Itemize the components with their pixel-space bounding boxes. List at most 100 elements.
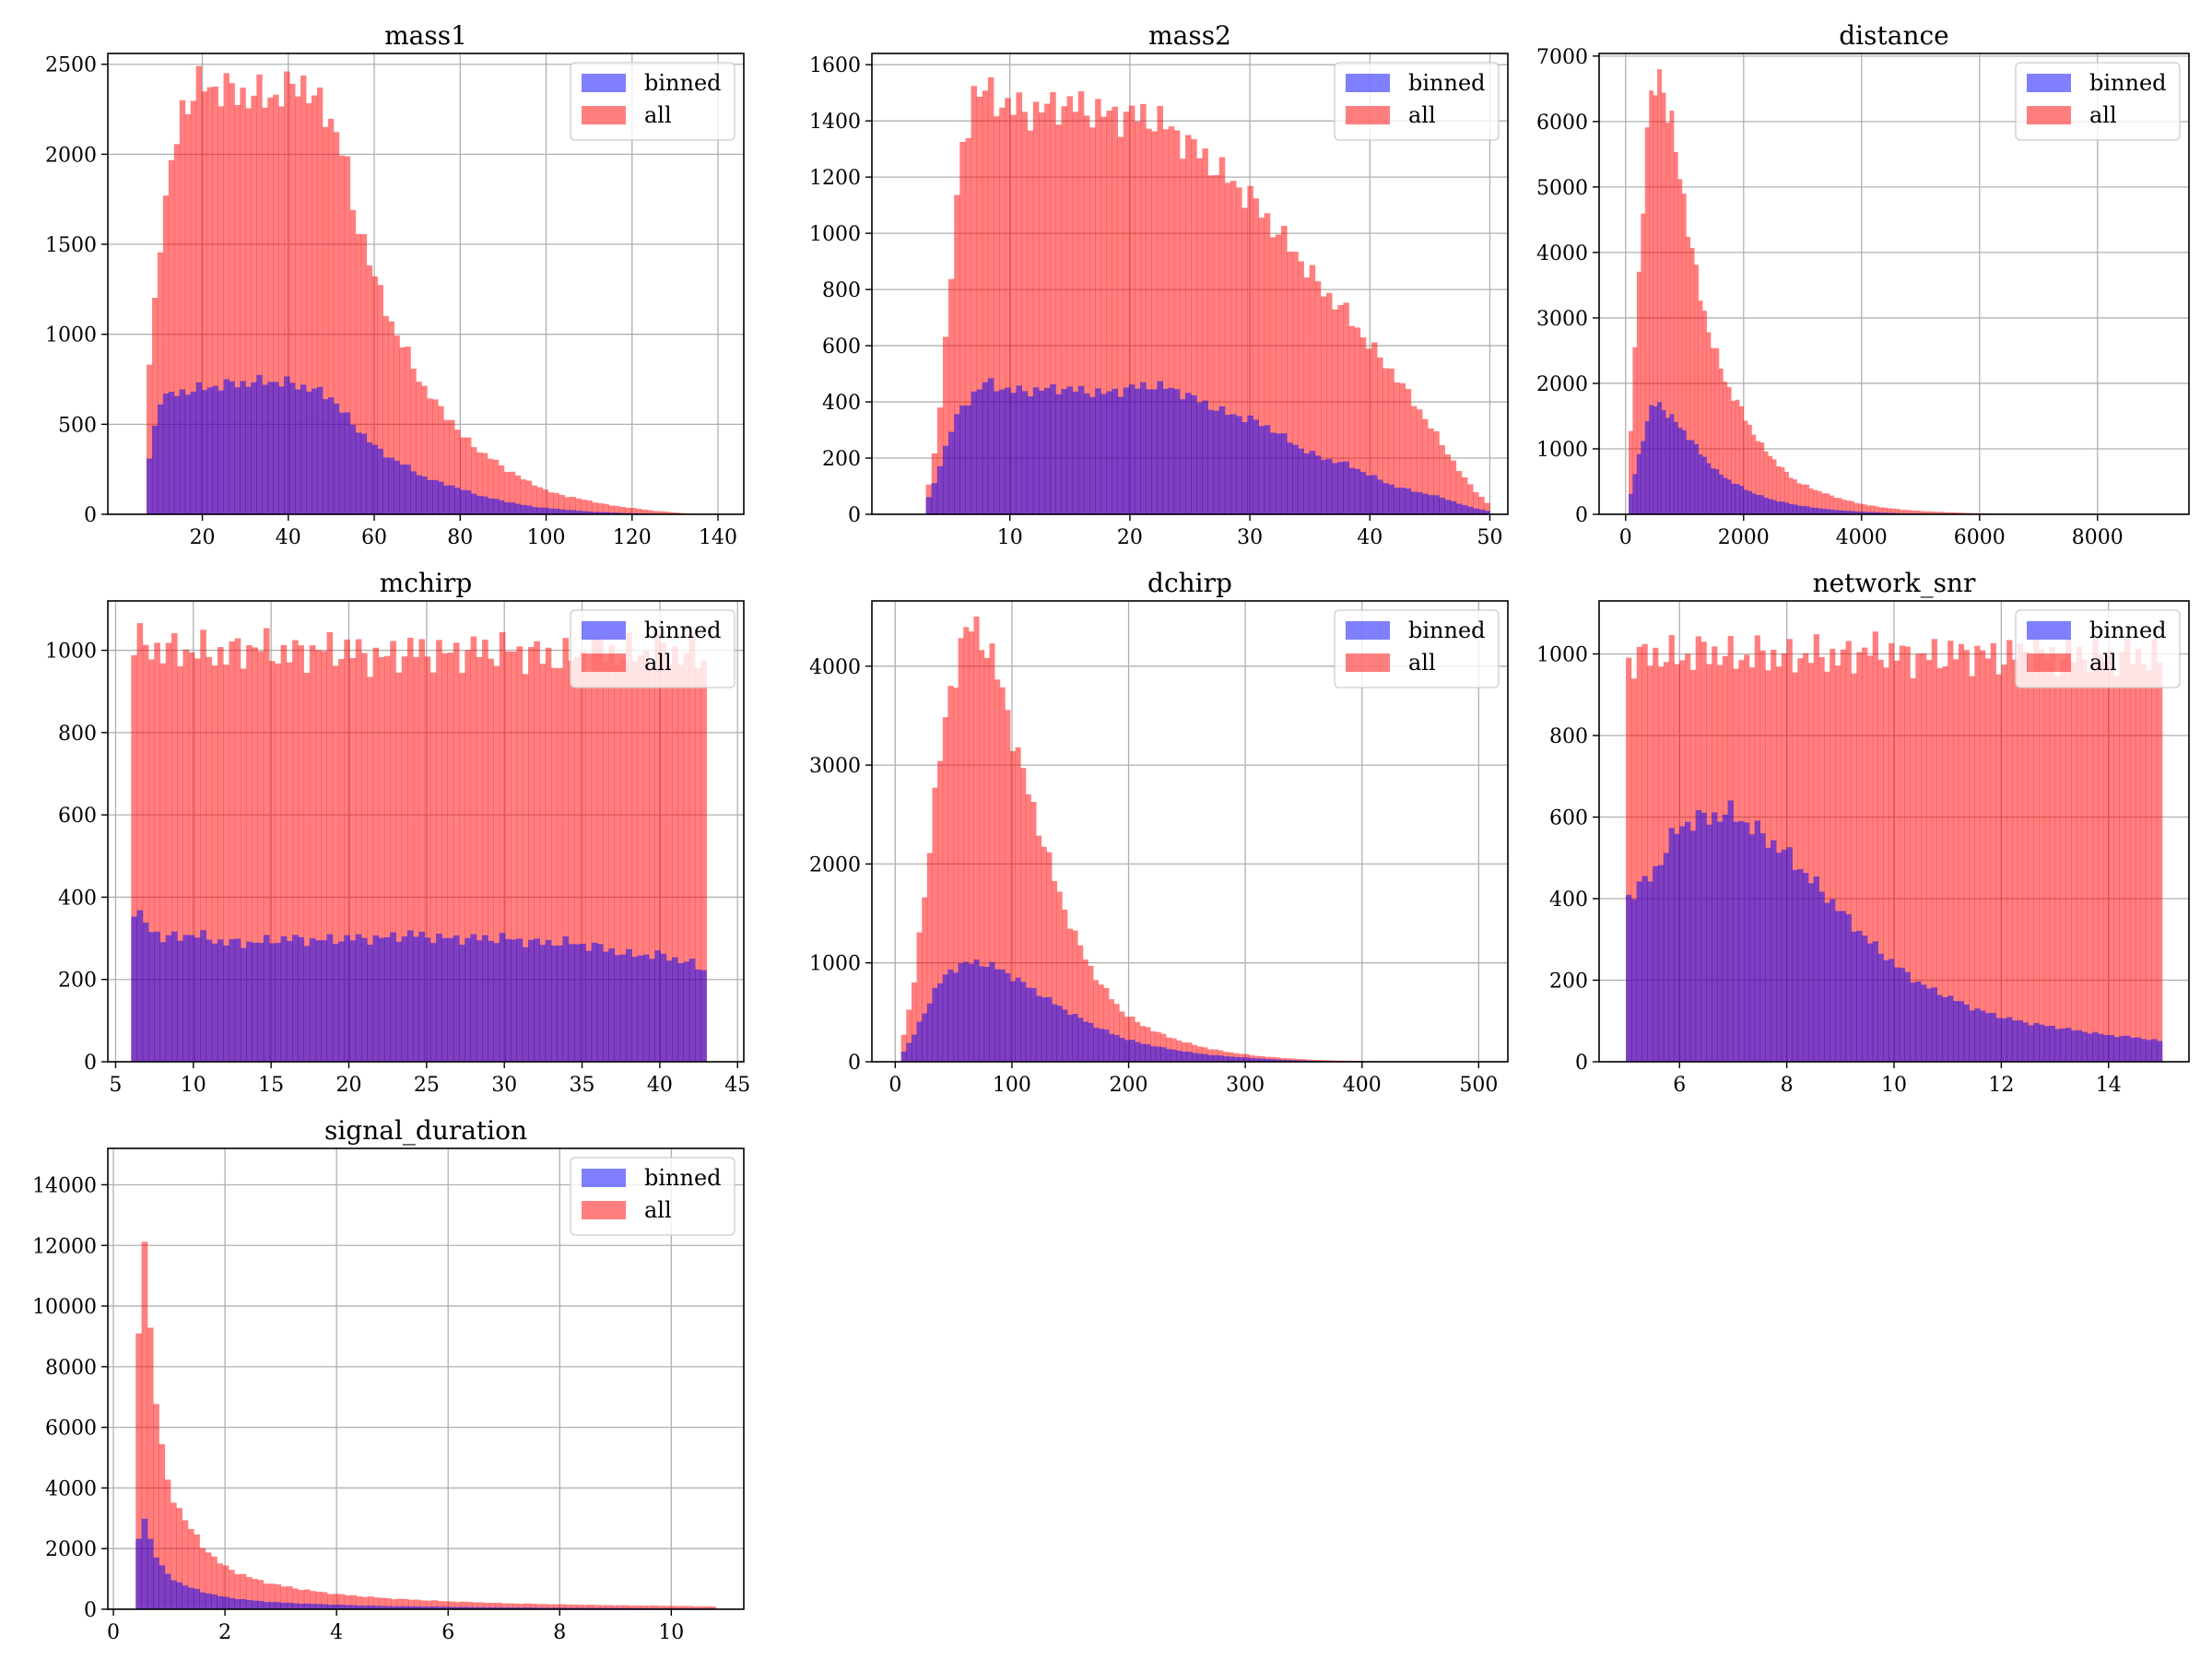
bar-all	[1723, 382, 1728, 514]
bar-all	[1348, 325, 1356, 514]
y-tick-label: 1000	[45, 641, 97, 664]
bar-binned	[471, 493, 477, 514]
bar-all	[530, 1604, 536, 1609]
bar-all	[1253, 198, 1259, 514]
bar-all	[349, 209, 357, 514]
bar-binned	[1103, 1030, 1110, 1062]
bar-all	[608, 645, 616, 1062]
bar-binned	[263, 935, 270, 1062]
x-tick-label: 40	[1357, 526, 1382, 549]
bar-all	[1241, 207, 1248, 515]
bar-binned	[1768, 499, 1773, 514]
bar-all	[965, 137, 971, 514]
bar-binned	[488, 940, 494, 1062]
bar-binned	[597, 512, 604, 514]
bar-all	[360, 653, 368, 1062]
bar-binned	[573, 944, 581, 1062]
bar-binned	[350, 1605, 357, 1609]
bar-all	[594, 1605, 601, 1609]
x-tick-label: 40	[647, 1074, 673, 1097]
bar-binned	[1196, 402, 1203, 514]
bar-all	[922, 897, 928, 1062]
bar-all	[2081, 659, 2088, 1062]
bar-all	[1326, 1060, 1333, 1062]
bar-binned	[2022, 1022, 2029, 1062]
bar-all	[449, 1601, 455, 1609]
bar-all	[240, 668, 247, 1062]
bar-binned	[431, 1606, 438, 1609]
bar-binned	[460, 489, 466, 514]
bar-binned	[1243, 1057, 1250, 1062]
bar-binned	[1754, 820, 1760, 1062]
bar-all	[999, 107, 1006, 515]
bar-binned	[1365, 475, 1372, 514]
bar-all	[536, 487, 544, 514]
bar-binned	[1202, 400, 1208, 514]
bar-all	[1140, 103, 1147, 515]
bar-all	[488, 658, 494, 1062]
bar-binned	[1050, 383, 1056, 514]
bar-binned	[514, 503, 522, 514]
legend-label-binned: binned	[644, 618, 722, 643]
bar-binned	[1106, 391, 1112, 514]
bar-binned	[240, 381, 246, 514]
bar-binned	[223, 379, 229, 514]
bar-all	[710, 1606, 717, 1609]
bar-binned	[1027, 396, 1034, 514]
y-tick-label: 1400	[809, 111, 861, 134]
bar-all	[1698, 300, 1703, 514]
bar-binned	[1835, 911, 1841, 1062]
bar-all	[581, 500, 587, 514]
bar-all	[979, 650, 985, 1062]
bar-binned	[2076, 1030, 2083, 1062]
bar-binned	[229, 939, 236, 1062]
bar-binned	[654, 950, 661, 1062]
bar-all	[1162, 129, 1170, 514]
bar-binned	[2157, 1041, 2163, 1062]
bar-all	[509, 471, 516, 514]
bar-binned	[298, 936, 304, 1062]
bar-all	[1956, 512, 1961, 514]
bar-binned	[309, 938, 316, 1062]
bar-all	[373, 1597, 381, 1609]
bar-binned	[267, 382, 274, 514]
bar-binned	[151, 425, 159, 514]
bar-all	[1932, 512, 1936, 514]
legend: binned all	[1334, 609, 1500, 688]
bar-all	[640, 1606, 647, 1609]
bar-binned	[388, 457, 394, 514]
legend-label-binned: binned	[1408, 70, 1486, 96]
bar-all	[665, 665, 673, 1062]
bar-all	[1851, 673, 1857, 1062]
bar-all	[406, 637, 414, 1062]
bar-all	[142, 644, 149, 1062]
bar-binned	[524, 1607, 531, 1609]
bar-all	[344, 1594, 351, 1609]
bar-binned	[1117, 396, 1124, 514]
x-tick-label: 200	[1110, 1074, 1148, 1097]
bar-binned	[999, 389, 1006, 514]
bar-all	[1005, 710, 1011, 1062]
y-tick-label: 2000	[1536, 373, 1588, 396]
bar-all	[1117, 136, 1124, 515]
bar-binned	[1213, 410, 1220, 514]
bar-all	[2060, 658, 2066, 1062]
bar-binned	[2113, 1037, 2120, 1062]
bar-all	[414, 1599, 421, 1609]
bar-binned	[987, 378, 994, 514]
bar-binned	[976, 389, 983, 514]
bar-binned	[1853, 511, 1859, 514]
bar-binned	[1765, 847, 1771, 1062]
bar-binned	[1466, 506, 1474, 514]
bar-all	[1911, 510, 1916, 514]
x-tick-label: 45	[724, 1074, 750, 1097]
bar-all	[619, 506, 626, 514]
bar-binned	[303, 946, 311, 1062]
x-axis: 0 100 200 300 400 500	[888, 1062, 1498, 1097]
bar-all	[580, 651, 586, 1062]
bar-all	[2049, 647, 2055, 1062]
bar-binned	[136, 910, 144, 1062]
bar-binned	[396, 1606, 404, 1609]
bar-all	[983, 657, 990, 1062]
bar-all	[1953, 659, 1959, 1062]
